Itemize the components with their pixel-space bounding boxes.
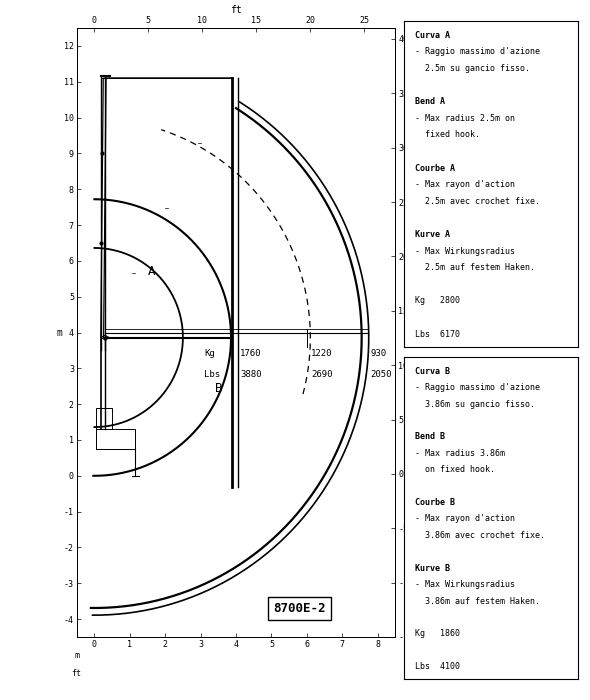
Text: 2.5m su gancio fisso.: 2.5m su gancio fisso. bbox=[415, 64, 530, 73]
Text: 8700E-2: 8700E-2 bbox=[274, 602, 326, 615]
Text: 2690: 2690 bbox=[311, 370, 333, 379]
Text: 2.5m avec crochet fixe.: 2.5m avec crochet fixe. bbox=[415, 197, 540, 206]
Bar bbox=[96, 429, 135, 449]
Bar bbox=[96, 407, 112, 429]
Text: A: A bbox=[148, 265, 155, 278]
Text: Kg   2800: Kg 2800 bbox=[415, 296, 460, 305]
Text: Kg   1860: Kg 1860 bbox=[415, 629, 460, 638]
Text: fixed hook.: fixed hook. bbox=[415, 130, 480, 139]
Text: Curva B: Curva B bbox=[415, 367, 450, 376]
Text: Lbs  6170: Lbs 6170 bbox=[415, 330, 460, 339]
Text: ft: ft bbox=[72, 669, 81, 678]
Text: Kurve A: Kurve A bbox=[415, 230, 450, 239]
Text: - Max rayon d'action: - Max rayon d'action bbox=[415, 514, 514, 524]
Text: - Max radius 2.5m on: - Max radius 2.5m on bbox=[415, 114, 514, 122]
Text: Kurve B: Kurve B bbox=[415, 564, 450, 573]
Text: Lbs: Lbs bbox=[204, 370, 220, 379]
Text: Courbe A: Courbe A bbox=[415, 164, 454, 173]
Text: on fixed hook.: on fixed hook. bbox=[415, 466, 494, 474]
Text: B: B bbox=[215, 382, 222, 395]
Text: 3.86m avec crochet fixe.: 3.86m avec crochet fixe. bbox=[415, 531, 545, 540]
Y-axis label: m: m bbox=[57, 328, 63, 337]
Text: 2.5m auf festem Haken.: 2.5m auf festem Haken. bbox=[415, 263, 535, 272]
Text: Lbs  4100: Lbs 4100 bbox=[415, 662, 460, 671]
Text: Curva A: Curva A bbox=[415, 31, 450, 40]
Text: - Max radius 3.86m: - Max radius 3.86m bbox=[415, 449, 504, 458]
Text: Bend B: Bend B bbox=[415, 433, 445, 441]
Text: 3.86m auf festem Haken.: 3.86m auf festem Haken. bbox=[415, 596, 540, 606]
Text: - Raggio massimo d'azione: - Raggio massimo d'azione bbox=[415, 383, 540, 392]
Text: Kg: Kg bbox=[204, 349, 215, 358]
Text: - Max rayon d'action: - Max rayon d'action bbox=[415, 180, 514, 189]
Text: Bend A: Bend A bbox=[415, 97, 445, 106]
Text: 2050: 2050 bbox=[371, 370, 392, 379]
Text: - Max Wirkungsradius: - Max Wirkungsradius bbox=[415, 580, 514, 589]
Text: - Raggio massimo d'azione: - Raggio massimo d'azione bbox=[415, 48, 540, 57]
Text: Courbe B: Courbe B bbox=[415, 498, 454, 507]
Text: 1220: 1220 bbox=[311, 349, 333, 358]
Text: m: m bbox=[74, 651, 79, 660]
Text: 3.86m su gancio fisso.: 3.86m su gancio fisso. bbox=[415, 400, 535, 409]
Text: 1760: 1760 bbox=[240, 349, 262, 358]
Y-axis label: ft: ft bbox=[411, 328, 423, 337]
X-axis label: ft: ft bbox=[230, 6, 242, 15]
Text: 3880: 3880 bbox=[240, 370, 262, 379]
Text: 930: 930 bbox=[371, 349, 386, 358]
Text: - Max Wirkungsradius: - Max Wirkungsradius bbox=[415, 246, 514, 256]
